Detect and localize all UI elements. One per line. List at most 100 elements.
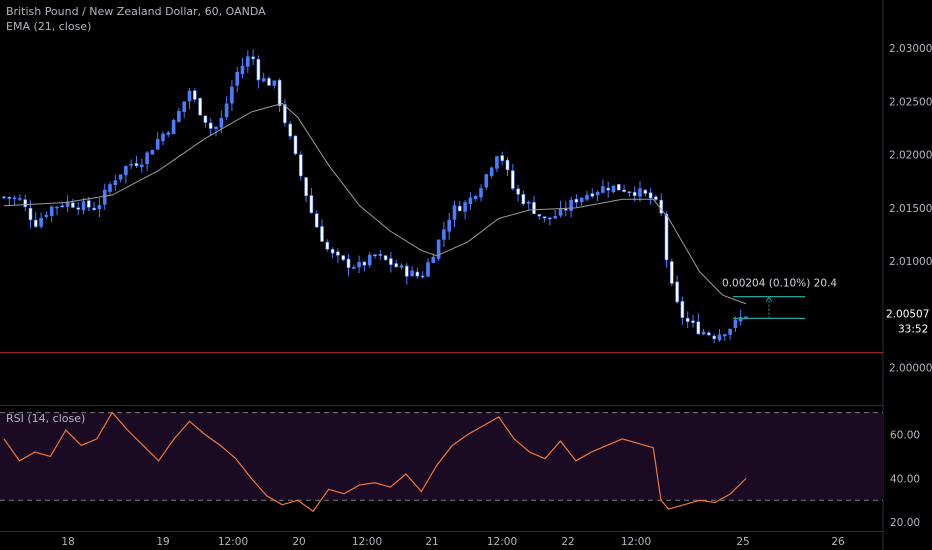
price-axis-tick: 2.03000 (889, 43, 932, 55)
bar-countdown: 33:52 (898, 324, 928, 336)
candle-body (622, 189, 626, 192)
candle-body (92, 207, 96, 211)
rsi-legend: RSI (14, close) (6, 412, 86, 425)
candle-body (293, 135, 298, 155)
candle-body (309, 195, 314, 214)
candle-body (489, 167, 494, 176)
candle-body (675, 281, 679, 303)
time-axis-tick: 26 (831, 536, 845, 548)
candle-body (574, 198, 579, 203)
candle-body (18, 198, 22, 200)
candle-body (39, 217, 43, 227)
candle-body (558, 208, 563, 216)
candle-body (246, 56, 250, 67)
candle-body (389, 258, 393, 265)
candle-body (378, 254, 383, 256)
candle-body (484, 174, 489, 188)
candle-body (548, 217, 552, 220)
price-axis-tick: 2.01000 (889, 256, 932, 268)
candle-body (124, 165, 128, 176)
candle-body (399, 265, 404, 268)
candle-body (563, 208, 568, 211)
candle-body (2, 196, 6, 199)
candle-body (182, 101, 186, 112)
candle-body (224, 103, 229, 118)
candle-body (256, 58, 261, 81)
rsi-axis-tick: 60.00 (890, 430, 920, 442)
candle-body (553, 216, 558, 219)
candle-body (261, 78, 266, 82)
candle-body (447, 219, 452, 232)
candle-body (336, 251, 340, 256)
candle-body (601, 186, 605, 193)
candle-body (81, 201, 86, 211)
candle-body (330, 249, 335, 254)
candle-body (277, 79, 282, 107)
candle-body (473, 195, 478, 200)
time-axis-tick: 25 (736, 536, 749, 548)
candle-body (320, 226, 324, 242)
time-axis-tick: 12:00 (487, 536, 517, 548)
candle-body (219, 117, 224, 128)
candle-body (436, 239, 441, 259)
candle-body (71, 202, 75, 208)
candle-body (585, 194, 589, 200)
candle-body (325, 241, 330, 250)
candle-body (208, 122, 213, 129)
time-axis-tick: 22 (561, 536, 574, 548)
candle-body (288, 123, 293, 137)
candle-body (23, 199, 28, 208)
candle-body (187, 90, 192, 102)
candle-body (235, 72, 239, 86)
candle-body (457, 205, 462, 212)
time-axis-tick: 20 (292, 536, 305, 548)
price-axis-tick: 2.02000 (889, 150, 932, 162)
candle-body (632, 191, 637, 197)
candle-body (177, 111, 181, 122)
candle-body (161, 133, 165, 142)
candle-body (569, 199, 573, 211)
time-axis-tick: 19 (156, 536, 169, 548)
candle-body (452, 205, 457, 220)
candle-body (627, 191, 632, 194)
price-axis-tick: 2.02500 (889, 96, 932, 108)
candle-body (431, 256, 436, 263)
candle-body (198, 97, 202, 116)
candle-body (505, 159, 510, 171)
candle-body (12, 197, 17, 200)
candle-body (341, 255, 346, 261)
candle-body (521, 194, 526, 205)
candle-body (140, 164, 144, 168)
candle-body (463, 202, 467, 212)
candle-body (155, 139, 160, 150)
candle-body (362, 261, 367, 266)
candle-body (479, 188, 483, 198)
candle-body (606, 187, 611, 191)
candle-body (526, 201, 531, 204)
candle-body (203, 115, 208, 123)
candle-body (346, 258, 351, 268)
candle-body (722, 334, 727, 337)
candle-body (298, 154, 303, 177)
candle-body (426, 262, 430, 277)
time-axis-tick: 21 (425, 536, 438, 548)
candle-body (49, 206, 54, 216)
candle-body (113, 180, 118, 186)
ema-legend: EMA (21, close) (6, 20, 92, 33)
candle-body (654, 196, 658, 200)
candle-body (516, 188, 520, 195)
candle-body (696, 321, 701, 335)
candle-body (60, 205, 65, 208)
current-price-tag (884, 305, 932, 322)
candle-body (643, 189, 648, 194)
candle-body (129, 164, 133, 166)
candle-body (728, 328, 732, 335)
candle-body (357, 262, 361, 268)
candle-body (595, 191, 600, 196)
candle-body (590, 193, 595, 197)
candle-body (717, 334, 722, 341)
candle-body (304, 177, 308, 197)
candle-body (510, 170, 515, 189)
candle-body (404, 265, 409, 277)
